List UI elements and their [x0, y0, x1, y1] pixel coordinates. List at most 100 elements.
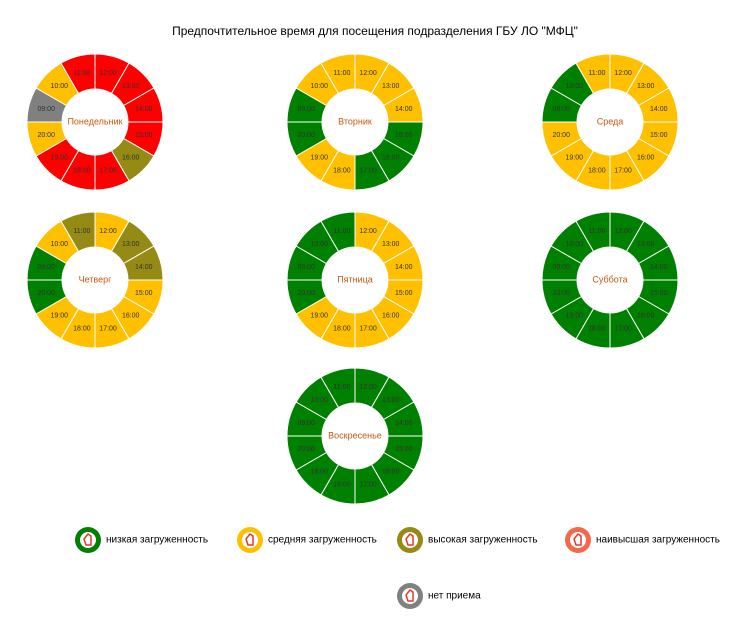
time-label: 16:00	[382, 469, 400, 476]
time-label: 18:00	[73, 326, 91, 333]
time-label: 18:00	[333, 482, 351, 489]
legend-icon-inner	[80, 532, 96, 548]
time-label: 15:00	[395, 290, 413, 297]
time-label: 11:00	[588, 228, 605, 235]
time-label: 10:00	[311, 397, 329, 404]
time-label: 10:00	[566, 83, 584, 90]
time-label: 13:00	[382, 241, 400, 248]
time-label: 13:00	[637, 241, 655, 248]
donut: 12:00 13:00 14:00 15:00 16:00 17:00 18:00 19:00…	[26, 53, 164, 191]
legend-label: средняя загруженность	[268, 535, 377, 546]
legend-item: средняя загруженность	[237, 527, 377, 553]
legend-label: низкая загруженность	[106, 535, 208, 546]
legend-icon-inner	[402, 588, 418, 604]
time-label: 09:00	[297, 264, 315, 271]
time-label: 18:00	[333, 326, 351, 333]
time-label: 20:00	[552, 132, 570, 139]
time-label: 10:00	[311, 241, 329, 248]
time-label: 11:00	[73, 228, 90, 235]
time-label: 09:00	[297, 420, 315, 427]
time-label: 15:00	[395, 446, 413, 453]
time-label: 13:00	[637, 83, 655, 90]
legend-item: наивысшая загруженность	[565, 527, 720, 553]
time-label: 09:00	[552, 106, 570, 113]
donut: 12:00 13:00 14:00 15:00 16:00 17:00 18:00 19:00…	[541, 211, 679, 349]
time-label: 19:00	[311, 313, 329, 320]
time-label: 12:00	[99, 228, 117, 235]
time-label: 19:00	[311, 469, 329, 476]
title: Предпочтительное время для посещения под…	[172, 24, 578, 38]
legend-icon-inner	[402, 532, 418, 548]
time-label: 18:00	[333, 168, 351, 175]
time-segment	[320, 211, 356, 253]
time-label: 12:00	[359, 228, 377, 235]
time-label: 10:00	[311, 83, 329, 90]
time-label: 10:00	[51, 83, 69, 90]
time-label: 12:00	[614, 70, 632, 77]
legend-logo	[245, 532, 254, 546]
time-label: 19:00	[566, 155, 584, 162]
time-label: 18:00	[588, 326, 606, 333]
legend-logo	[405, 532, 414, 546]
donut: 12:00 13:00 14:00 15:00 16:00 17:00 18:00 19:00…	[541, 53, 679, 191]
time-label: 12:00	[359, 384, 377, 391]
time-label: 14:00	[135, 106, 153, 113]
day-name: Вторник	[338, 116, 372, 126]
time-label: 16:00	[122, 155, 140, 162]
time-label: 19:00	[51, 155, 69, 162]
donut: 12:00 13:00 14:00 15:00 16:00 17:00 18:00 19:00…	[286, 211, 424, 349]
time-label: 16:00	[637, 155, 655, 162]
day-name: Суббота	[592, 274, 627, 284]
day-name: Понедельник	[67, 116, 122, 126]
time-label: 11:00	[333, 384, 350, 391]
legend-logo	[83, 532, 92, 546]
time-label: 16:00	[122, 313, 140, 320]
time-segment	[60, 211, 96, 253]
day-name: Среда	[597, 116, 624, 126]
time-label: 20:00	[37, 132, 55, 139]
time-label: 09:00	[37, 264, 55, 271]
time-label: 17:00	[614, 168, 632, 175]
time-label: 19:00	[51, 313, 69, 320]
time-label: 12:00	[99, 70, 117, 77]
time-label: 13:00	[122, 241, 140, 248]
time-label: 15:00	[135, 132, 153, 139]
day-name: Воскресенье	[328, 430, 382, 440]
legend-logo	[573, 532, 582, 546]
time-label: 10:00	[566, 241, 584, 248]
time-label: 09:00	[552, 264, 570, 271]
time-label: 15:00	[395, 132, 413, 139]
day-name: Пятница	[337, 274, 373, 284]
legend-item: высокая загруженность	[397, 527, 538, 553]
donut: 12:00 13:00 14:00 15:00 16:00 17:00 18:00 19:00…	[286, 367, 424, 505]
time-label: 12:00	[359, 70, 377, 77]
time-label: 14:00	[395, 106, 413, 113]
time-label: 09:00	[297, 106, 315, 113]
legend-label: нет приема	[428, 591, 481, 602]
time-label: 14:00	[135, 264, 153, 271]
legend-logo	[405, 588, 414, 602]
time-label: 17:00	[99, 326, 117, 333]
time-label: 13:00	[122, 83, 140, 90]
time-segment	[320, 53, 356, 95]
donut: 12:00 13:00 14:00 15:00 16:00 17:00 18:00 19:00…	[286, 53, 424, 191]
time-label: 20:00	[297, 132, 315, 139]
time-label: 16:00	[382, 313, 400, 320]
donut: 12:00 13:00 14:00 15:00 16:00 17:00 18:00 19:00…	[26, 211, 164, 349]
legend-label: высокая загруженность	[428, 535, 538, 546]
legend-item: низкая загруженность	[75, 527, 208, 553]
time-label: 12:00	[614, 228, 632, 235]
time-label: 11:00	[588, 70, 605, 77]
time-label: 20:00	[37, 290, 55, 297]
time-segment	[320, 367, 356, 409]
time-segment	[575, 53, 611, 95]
time-label: 11:00	[333, 70, 350, 77]
time-label: 18:00	[588, 168, 606, 175]
time-label: 11:00	[333, 228, 350, 235]
time-label: 15:00	[135, 290, 153, 297]
time-label: 17:00	[99, 168, 117, 175]
day-name: Четверг	[79, 274, 113, 284]
time-label: 20:00	[552, 290, 570, 297]
time-label: 13:00	[382, 83, 400, 90]
